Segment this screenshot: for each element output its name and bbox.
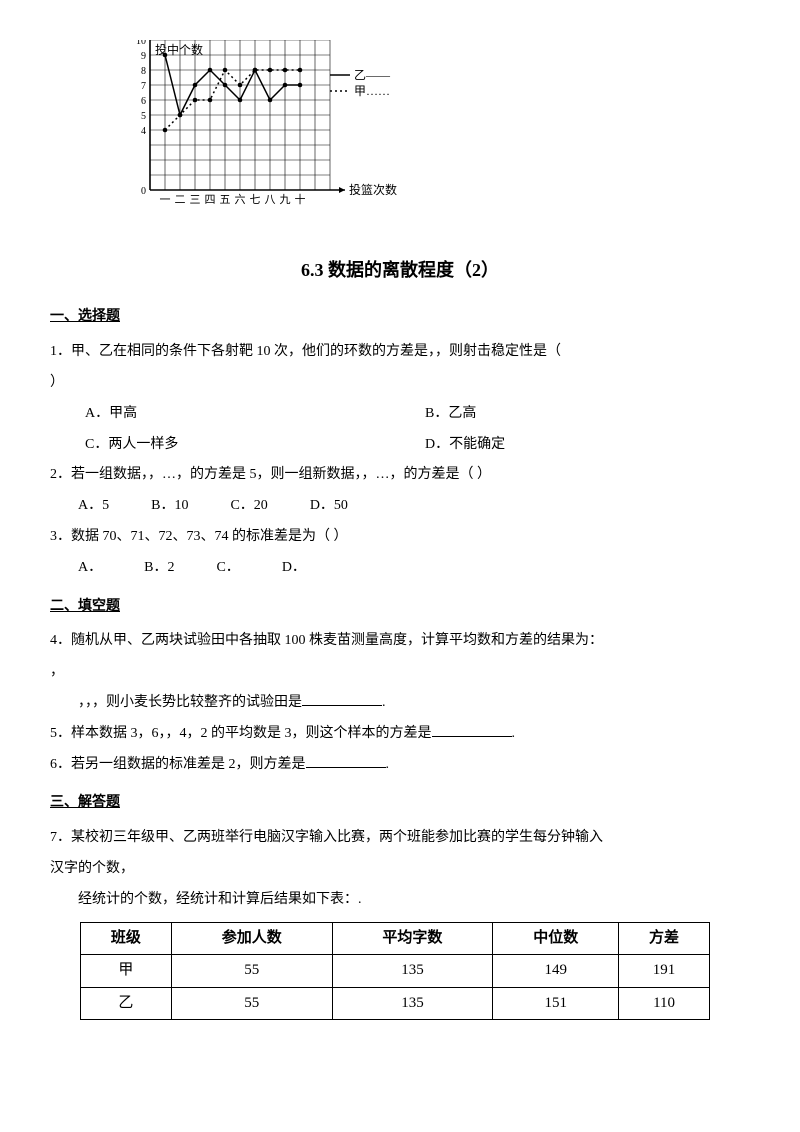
svg-text:投篮次数: 投篮次数 — [349, 182, 397, 197]
q2-opt-b: B．10 — [151, 491, 188, 522]
svg-text:八: 八 — [265, 194, 276, 206]
svg-text:5: 5 — [141, 111, 146, 122]
q6: 6．若另一组数据的标准差是 2，则方差是. — [50, 750, 750, 781]
q4-line1: 4．随机从甲、乙两块试验田中各抽取 100 株麦苗测量高度，计算平均数和方差的结… — [50, 626, 750, 657]
q1-opt-c: C．两人一样多 — [50, 430, 425, 461]
svg-text:乙——: 乙—— — [354, 68, 391, 82]
table-cell: 151 — [493, 987, 619, 1020]
svg-text:10: 10 — [136, 40, 146, 47]
chart-svg: 0 4 5 6 7 8 9 10 一二三四五六七八九十 投中个数投篮次数 乙—— 甲…… — [110, 40, 410, 220]
q7-line2: 汉字的个数， — [50, 854, 750, 885]
svg-text:九: 九 — [280, 193, 291, 206]
q5: 5．样本数据 3，6，，4，2 的平均数是 3，则这个样本的方差是. — [50, 719, 750, 750]
table-cell: 55 — [171, 955, 332, 988]
svg-text:一: 一 — [160, 194, 171, 206]
svg-text:4: 4 — [141, 126, 146, 137]
q2-opt-c: C．20 — [230, 491, 267, 522]
q5-suffix: . — [512, 726, 516, 741]
q2-opt-a: A．5 — [78, 491, 109, 522]
svg-text:9: 9 — [141, 51, 146, 62]
q7-line1: 7．某校初三年级甲、乙两班举行电脑汉字输入比赛，两个班能参加比赛的学生每分钟输入 — [50, 823, 750, 854]
table-cell: 乙 — [81, 987, 172, 1020]
q7-line3: 经统计的个数，经统计和计算后结果如下表：. — [78, 885, 750, 916]
q2-opt-d: D．50 — [310, 491, 348, 522]
svg-text:三: 三 — [190, 194, 201, 206]
section-b-heading: 二、填空题 — [50, 592, 750, 623]
q3-text: 3．数据 70、71、72、73、74 的标准差是为（ ） — [50, 522, 750, 553]
section-c-heading: 三、解答题 — [50, 788, 750, 819]
table-cell: 110 — [619, 987, 710, 1020]
q1-opt-d: D．不能确定 — [425, 430, 505, 461]
table-col-header: 平均字数 — [332, 922, 493, 955]
table-row: 乙55135151110 — [81, 987, 710, 1020]
q4-line2: ， — [50, 657, 750, 688]
svg-text:投中个数: 投中个数 — [155, 42, 203, 57]
q3-opt-a: A． — [78, 553, 102, 584]
table-header-row: 班级参加人数平均字数中位数方差 — [81, 922, 710, 955]
q1-opt-b: B．乙高 — [425, 399, 476, 430]
table-cell: 149 — [493, 955, 619, 988]
q5-blank — [432, 736, 512, 737]
q3-opt-c: C． — [216, 553, 239, 584]
table-cell: 135 — [332, 987, 493, 1020]
svg-text:7: 7 — [141, 81, 146, 92]
svg-text:五: 五 — [220, 194, 231, 206]
q3-opt-d: D． — [282, 553, 306, 584]
q2-text: 2．若一组数据，，…，的方差是 5，则一组新数据，，…，的方差是（ ） — [50, 460, 750, 491]
svg-text:六: 六 — [235, 193, 246, 206]
q4-line3: ，，，则小麦长势比较整齐的试验田是. — [50, 688, 750, 719]
svg-text:二: 二 — [175, 194, 186, 206]
svg-text:四: 四 — [205, 194, 216, 206]
table-col-header: 班级 — [81, 922, 172, 955]
q6-blank — [306, 767, 386, 768]
q1-opt-a: A．甲高 — [50, 399, 425, 430]
svg-text:十: 十 — [295, 192, 306, 206]
q4-line3-prefix: ，，，则小麦长势比较整齐的试验田是 — [78, 695, 302, 710]
svg-text:七: 七 — [250, 193, 261, 206]
q3-opt-b: B．2 — [144, 553, 174, 584]
line-chart: 0 4 5 6 7 8 9 10 一二三四五六七八九十 投中个数投篮次数 乙—— 甲…… — [110, 40, 750, 233]
table-col-header: 方差 — [619, 922, 710, 955]
q6-suffix: . — [386, 757, 390, 772]
results-table: 班级参加人数平均字数中位数方差 甲55135149191乙55135151110 — [80, 922, 710, 1021]
q1-line2: ） — [50, 368, 750, 399]
svg-text:0: 0 — [141, 186, 146, 197]
table-cell: 甲 — [81, 955, 172, 988]
page-title: 6.3 数据的离散程度（2） — [50, 251, 750, 291]
table-col-header: 中位数 — [493, 922, 619, 955]
table-col-header: 参加人数 — [171, 922, 332, 955]
q5-prefix: 5．样本数据 3，6，，4，2 的平均数是 3，则这个样本的方差是 — [50, 726, 432, 741]
q1-line1: 1．甲、乙在相同的条件下各射靶 10 次，他们的环数的方差是，，则射击稳定性是（ — [50, 337, 750, 368]
q4-line3-suffix: . — [382, 695, 386, 710]
q4-blank — [302, 705, 382, 706]
q6-prefix: 6．若另一组数据的标准差是 2，则方差是 — [50, 757, 306, 772]
table-cell: 135 — [332, 955, 493, 988]
table-cell: 55 — [171, 987, 332, 1020]
svg-text:8: 8 — [141, 66, 146, 77]
section-a-heading: 一、选择题 — [50, 302, 750, 333]
svg-text:甲……: 甲…… — [354, 84, 390, 98]
table-row: 甲55135149191 — [81, 955, 710, 988]
table-cell: 191 — [619, 955, 710, 988]
svg-text:6: 6 — [141, 96, 146, 107]
